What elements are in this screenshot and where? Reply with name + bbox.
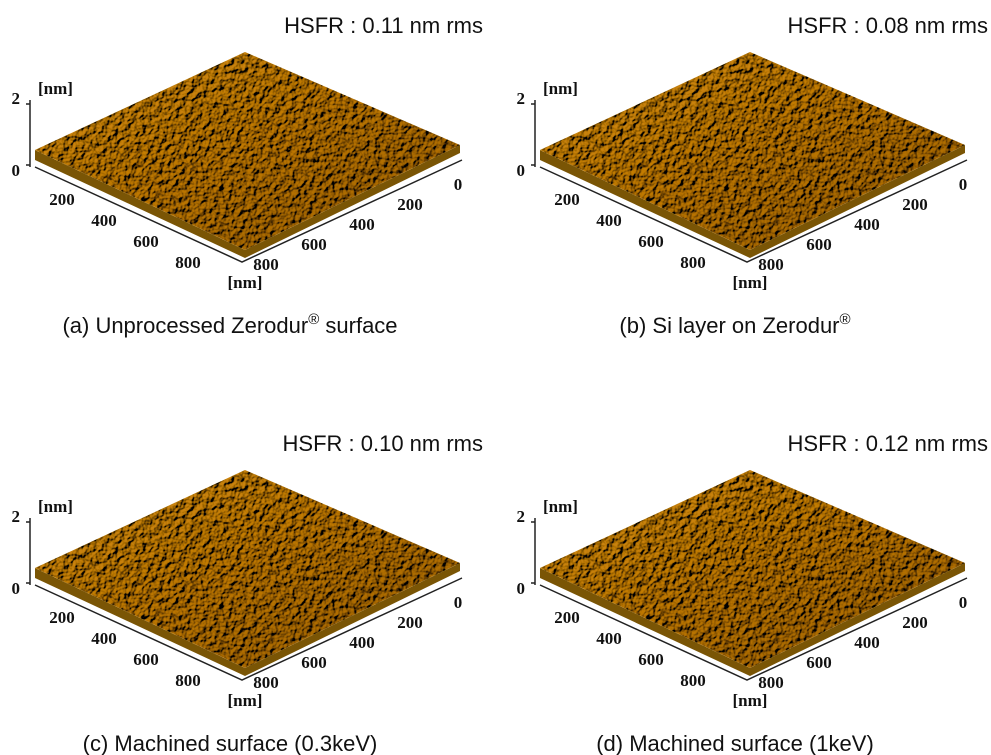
z-tick-label: 0 [12, 579, 21, 598]
left-tick-label: 200 [554, 608, 580, 627]
right-tick-label: 200 [397, 613, 423, 632]
panel: HSFR : 0.10 nm rms 2 0 [nm] 200 400 600 800 0 200… [12, 431, 484, 755]
z-axis [531, 518, 535, 585]
xy-unit: [nm] [733, 691, 768, 710]
left-tick-label: 600 [638, 232, 664, 251]
right-tick-label: 400 [349, 215, 375, 234]
caption-text: surface [319, 313, 397, 338]
z-axis [26, 100, 30, 167]
left-tick-label: 800 [175, 671, 201, 690]
hsfr-label: HSFR : 0.08 nm rms [788, 13, 988, 38]
right-tick-label: 200 [902, 613, 928, 632]
hsfr-label: HSFR : 0.12 nm rms [788, 431, 988, 456]
right-tick-label: 200 [397, 195, 423, 214]
right-tick-label: 400 [349, 633, 375, 652]
right-tick-label: 600 [806, 235, 832, 254]
right-tick-label: 400 [854, 633, 880, 652]
panel: HSFR : 0.08 nm rms 2 0 [nm] 200 400 600 800 0 200… [517, 13, 989, 338]
xy-unit: [nm] [733, 273, 768, 292]
left-tick-label: 600 [638, 650, 664, 669]
right-tick-label: 200 [902, 195, 928, 214]
right-tick-label: 800 [253, 255, 279, 274]
right-tick-label: 800 [253, 673, 279, 692]
caption-text: (c) Machined surface (0.3keV) [83, 731, 378, 755]
z-tick-label: 2 [517, 507, 526, 526]
right-tick-label: 600 [301, 653, 327, 672]
right-tick-label: 800 [758, 673, 784, 692]
panel: HSFR : 0.12 nm rms 2 0 [nm] 200 400 600 800 0 200… [517, 431, 989, 755]
z-tick-label: 2 [12, 89, 21, 108]
left-tick-label: 800 [680, 253, 706, 272]
left-tick-label: 600 [133, 232, 159, 251]
right-tick-label: 0 [454, 593, 463, 612]
caption: (a) Unprocessed Zerodur® surface [62, 311, 397, 338]
z-unit: [nm] [543, 497, 578, 516]
z-tick-label: 0 [517, 579, 526, 598]
left-tick-label: 400 [91, 629, 117, 648]
right-tick-label: 0 [959, 175, 968, 194]
z-tick-label: 0 [517, 161, 526, 180]
right-tick-label: 0 [454, 175, 463, 194]
caption-text: (d) Machined surface (1keV) [596, 731, 874, 755]
left-tick-label: 400 [596, 211, 622, 230]
right-tick-label: 0 [959, 593, 968, 612]
hsfr-label: HSFR : 0.11 nm rms [284, 13, 483, 38]
caption-text: (b) Si layer on Zerodur [619, 313, 839, 338]
left-tick-label: 400 [596, 629, 622, 648]
panel: HSFR : 0.11 nm rms 2 0 [nm] 200 400 600 800 0 200… [12, 13, 484, 338]
left-tick-label: 400 [91, 211, 117, 230]
z-tick-label: 2 [12, 507, 21, 526]
right-tick-label: 600 [301, 235, 327, 254]
z-axis [26, 518, 30, 585]
figure: HSFR : 0.11 nm rms20[nm]2004006008000200… [0, 0, 991, 755]
hsfr-label: HSFR : 0.10 nm rms [283, 431, 483, 456]
left-tick-label: 800 [175, 253, 201, 272]
z-unit: [nm] [38, 497, 73, 516]
left-tick-label: 200 [554, 190, 580, 209]
z-unit: [nm] [38, 79, 73, 98]
z-axis [531, 100, 535, 167]
caption-text: (a) Unprocessed Zerodur [62, 313, 308, 338]
z-unit: [nm] [543, 79, 578, 98]
caption: (b) Si layer on Zerodur® [619, 311, 850, 338]
caption: (d) Machined surface (1keV) [596, 731, 874, 755]
z-tick-label: 0 [12, 161, 21, 180]
z-tick-label: 2 [517, 89, 526, 108]
left-tick-label: 200 [49, 190, 75, 209]
xy-unit: [nm] [228, 691, 263, 710]
right-tick-label: 400 [854, 215, 880, 234]
caption-superscript: ® [840, 311, 851, 328]
xy-unit: [nm] [228, 273, 263, 292]
right-tick-label: 800 [758, 255, 784, 274]
left-tick-label: 600 [133, 650, 159, 669]
caption-superscript: ® [308, 311, 319, 328]
left-tick-label: 800 [680, 671, 706, 690]
left-tick-label: 200 [49, 608, 75, 627]
right-tick-label: 600 [806, 653, 832, 672]
caption: (c) Machined surface (0.3keV) [83, 731, 378, 755]
